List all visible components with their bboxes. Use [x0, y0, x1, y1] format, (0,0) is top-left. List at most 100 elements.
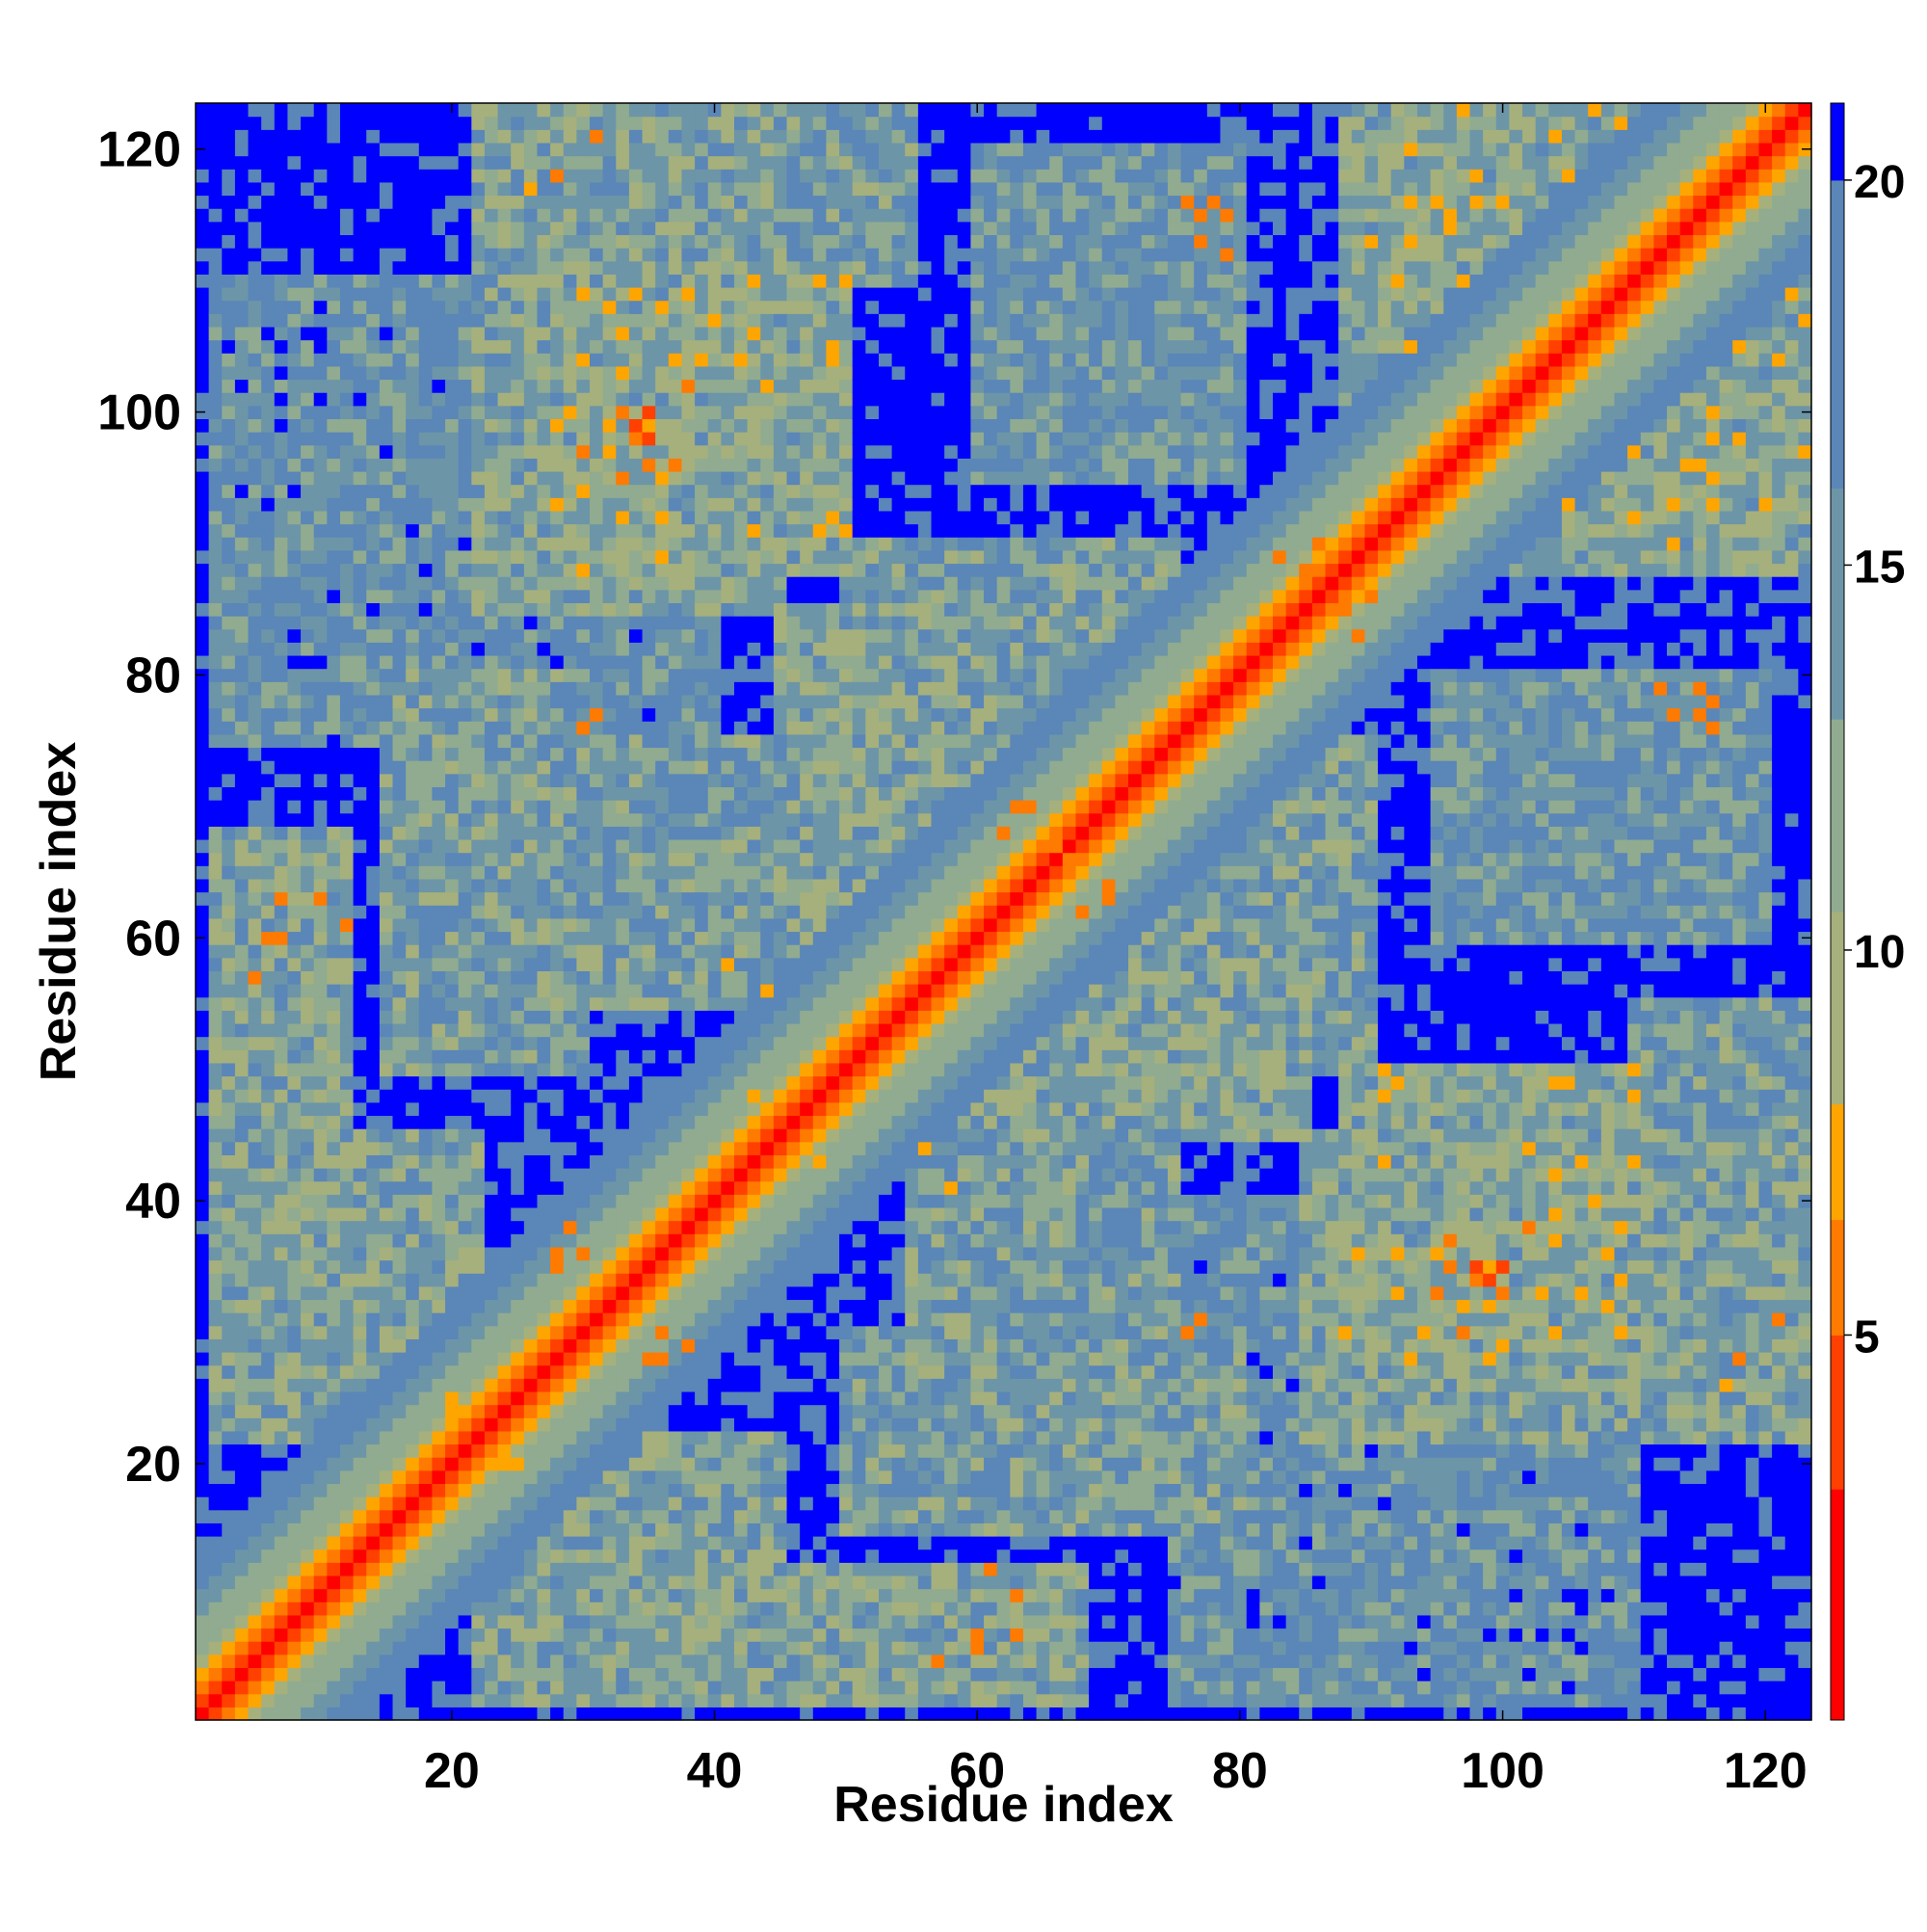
- heatmap-cell: [327, 760, 341, 775]
- heatmap-cell: [406, 313, 420, 328]
- heatmap-cell: [537, 602, 551, 617]
- heatmap-cell: [563, 1168, 577, 1182]
- heatmap-cell: [261, 103, 276, 118]
- heatmap-cell: [523, 444, 539, 459]
- heatmap-cell: [616, 339, 630, 354]
- heatmap-cell: [497, 1180, 512, 1195]
- heatmap-cell: [327, 1259, 341, 1274]
- heatmap-cell: [301, 103, 315, 118]
- heatmap-cell: [392, 1062, 407, 1077]
- heatmap-cell: [655, 1049, 670, 1064]
- heatmap-cell: [681, 1194, 696, 1208]
- heatmap-cell: [681, 602, 696, 617]
- heatmap-cell: [616, 195, 630, 209]
- heatmap-cell: [261, 576, 276, 591]
- heatmap-cell: [537, 1101, 551, 1117]
- heatmap-cell: [418, 1430, 434, 1445]
- heatmap-cell: [523, 707, 539, 722]
- heatmap-cell: [681, 1707, 696, 1721]
- heatmap-cell: [313, 549, 328, 565]
- heatmap-cell: [458, 576, 472, 591]
- heatmap-cell: [208, 1010, 223, 1024]
- heatmap-cell: [339, 721, 355, 735]
- heatmap-cell: [602, 1509, 617, 1523]
- heatmap-cell: [655, 1062, 670, 1077]
- heatmap-cell: [484, 339, 499, 354]
- heatmap-cell: [261, 1062, 276, 1077]
- heatmap-cell: [668, 458, 683, 472]
- heatmap-cell: [445, 1101, 460, 1117]
- heatmap-cell: [301, 1299, 315, 1313]
- heatmap-cell: [353, 654, 367, 670]
- heatmap-cell: [196, 260, 210, 275]
- heatmap-cell: [576, 169, 591, 183]
- heatmap-cell: [379, 1233, 394, 1248]
- heatmap-cell: [313, 721, 328, 735]
- heatmap-cell: [523, 1062, 539, 1077]
- heatmap-cell: [471, 549, 486, 565]
- heatmap-cell: [301, 826, 315, 840]
- heatmap-cell: [339, 129, 355, 144]
- heatmap-cell: [616, 1338, 630, 1353]
- heatmap-cell: [590, 760, 604, 775]
- heatmap-cell: [563, 1536, 577, 1550]
- heatmap-cell: [406, 1443, 420, 1458]
- heatmap-cell: [248, 654, 262, 670]
- heatmap-cell: [392, 642, 407, 656]
- heatmap-cell: [287, 116, 302, 130]
- heatmap-cell: [445, 1536, 460, 1550]
- heatmap-cell: [406, 181, 420, 197]
- heatmap-cell: [642, 1469, 656, 1485]
- heatmap-cell: [313, 537, 328, 551]
- heatmap-cell: [196, 1036, 210, 1050]
- heatmap-cell: [248, 116, 262, 130]
- heatmap-cell: [274, 1390, 289, 1406]
- heatmap-cell: [274, 432, 289, 446]
- heatmap-cell: [550, 1469, 565, 1485]
- heatmap-cell: [287, 1483, 302, 1497]
- heatmap-cell: [695, 1154, 709, 1169]
- heatmap-cell: [707, 905, 722, 919]
- heatmap-cell: [222, 654, 236, 670]
- heatmap-cell: [445, 891, 460, 906]
- heatmap-cell: [550, 234, 565, 249]
- heatmap-cell: [642, 1259, 656, 1274]
- heatmap-cell: [406, 497, 420, 512]
- heatmap-cell: [471, 510, 486, 525]
- heatmap-cell: [406, 1601, 420, 1616]
- heatmap-cell: [248, 1299, 262, 1313]
- heatmap-cell: [287, 1233, 302, 1248]
- heatmap-cell: [550, 1312, 565, 1327]
- heatmap-cell: [432, 1154, 446, 1169]
- heatmap-cell: [353, 668, 367, 682]
- heatmap-cell: [274, 616, 289, 630]
- heatmap-cell: [313, 405, 328, 420]
- heatmap-cell: [695, 1312, 709, 1327]
- heatmap-cell: [327, 418, 341, 433]
- heatmap-cell: [392, 392, 407, 407]
- heatmap-cell: [458, 549, 472, 565]
- heatmap-cell: [301, 1194, 315, 1208]
- heatmap-cell: [497, 379, 512, 393]
- heatmap-cell: [497, 747, 512, 761]
- heatmap-cell: [695, 589, 709, 603]
- heatmap-cell: [327, 1141, 341, 1155]
- heatmap-cell: [445, 905, 460, 919]
- heatmap-cell: [287, 721, 302, 735]
- heatmap-cell: [721, 917, 735, 933]
- heatmap-cell: [406, 957, 420, 971]
- heatmap-cell: [313, 628, 328, 643]
- heatmap-cell: [616, 681, 630, 696]
- heatmap-cell: [274, 405, 289, 420]
- heatmap-cell: [590, 1075, 604, 1090]
- heatmap-cell: [418, 984, 434, 998]
- heatmap-cell: [681, 1469, 696, 1485]
- heatmap-cell: [590, 681, 604, 696]
- heatmap-cell: [274, 326, 289, 341]
- heatmap-cell: [707, 1364, 722, 1379]
- heatmap-cell: [406, 707, 420, 722]
- heatmap-cell: [392, 891, 407, 906]
- heatmap-cell: [616, 1522, 630, 1537]
- heatmap-cell: [523, 957, 539, 971]
- heatmap-cell: [695, 326, 709, 341]
